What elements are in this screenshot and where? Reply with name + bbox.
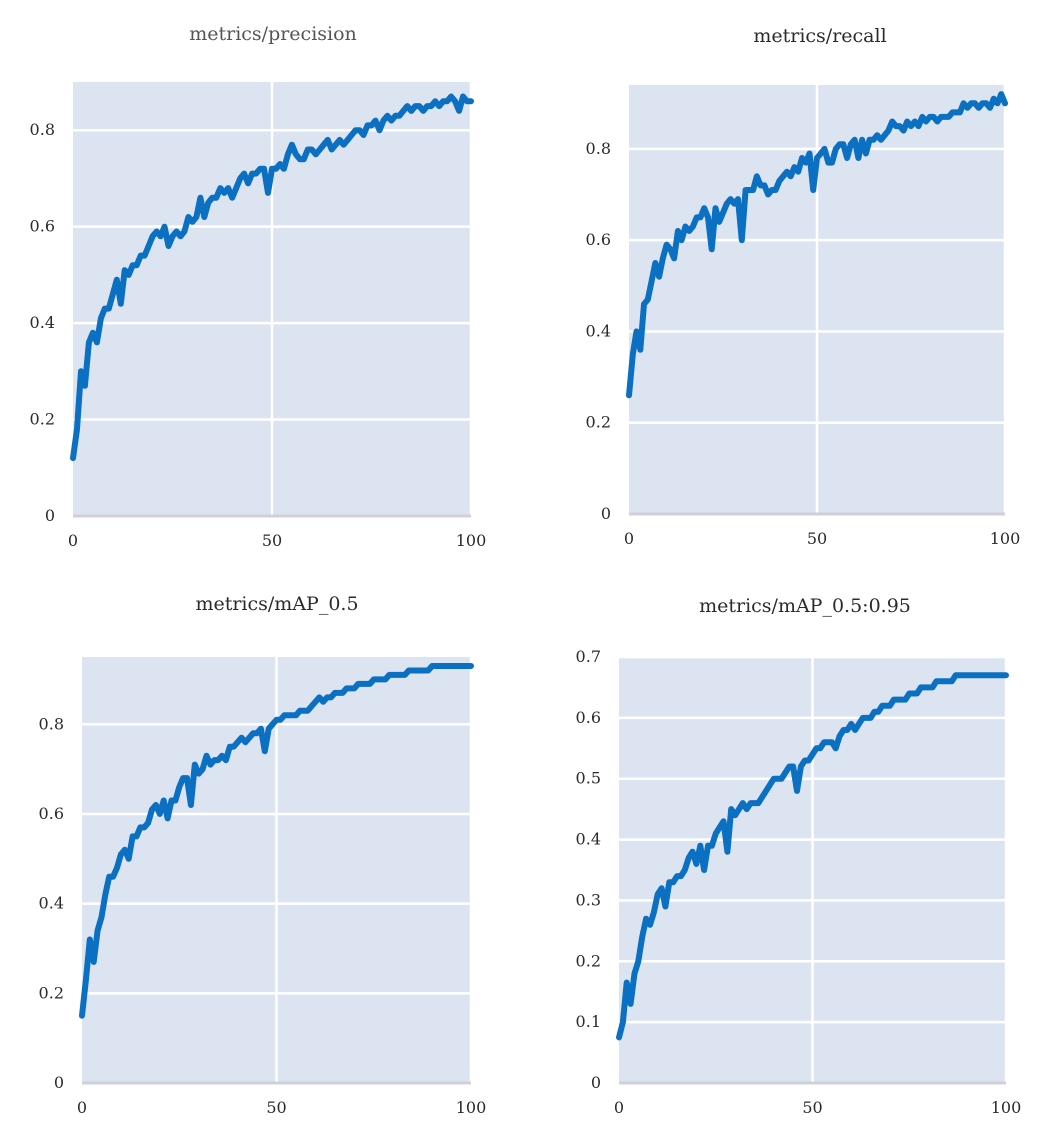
y-tick-label: 0.1 xyxy=(576,1012,601,1031)
series-line xyxy=(79,663,474,1019)
y-tick-label: 0.6 xyxy=(586,230,611,249)
x-tick-label: 50 xyxy=(266,1098,286,1117)
y-tick-label: 0.2 xyxy=(30,410,55,429)
y-tick-label: 0.4 xyxy=(586,321,611,340)
x-tick-label: 100 xyxy=(456,531,487,550)
y-tick-label: 0.2 xyxy=(39,983,64,1002)
chart-title: metrics/mAP_0.5 xyxy=(195,593,358,615)
y-tick-label: 0.8 xyxy=(39,714,64,733)
y-tick-label: 0.8 xyxy=(30,120,55,139)
chart-title: metrics/mAP_0.5:0.95 xyxy=(699,595,911,617)
x-tick-label: 50 xyxy=(262,531,282,550)
y-tick-label: 0.4 xyxy=(30,313,55,332)
chart-recall: 0 0.2 0.4 0.6 0.8 0 50 100 metrics/recall xyxy=(586,25,1021,548)
chart-title: metrics/recall xyxy=(753,25,886,47)
chart-title: metrics/precision xyxy=(189,23,357,45)
x-tick-label: 50 xyxy=(807,529,827,548)
chart-precision: 0 0.2 0.4 0.6 0.8 0 50 100 metrics/precision xyxy=(30,23,487,550)
y-tick-label: 0 xyxy=(45,506,55,525)
chart-panel-recall: 0 0.2 0.4 0.6 0.8 0 50 100 metrics/recall xyxy=(523,0,1046,567)
x-tick-label: 100 xyxy=(991,1098,1022,1117)
y-tick-label: 0.2 xyxy=(586,413,611,432)
x-tick-label: 50 xyxy=(802,1098,822,1117)
y-tick-label: 0.7 xyxy=(576,647,601,666)
series-line xyxy=(626,91,1008,399)
y-tick-label: 0.4 xyxy=(39,894,64,913)
chart-panel-map50-95: 0 0.1 0.2 0.3 0.4 0.5 0.6 0.7 0 50 100 metrics/mAP_… xyxy=(523,567,1046,1134)
x-tick-label: 0 xyxy=(68,531,78,550)
x-tick-label: 0 xyxy=(614,1098,624,1117)
y-tick-label: 0.6 xyxy=(39,804,64,823)
y-tick-label: 0 xyxy=(591,1073,601,1092)
y-tick-label: 0.8 xyxy=(586,139,611,158)
y-tick-label: 0 xyxy=(601,504,611,523)
y-tick-label: 0.5 xyxy=(576,769,601,788)
y-tick-label: 0.6 xyxy=(576,708,601,727)
y-tick-label: 0.3 xyxy=(576,890,601,909)
x-tick-label: 100 xyxy=(990,529,1021,548)
x-tick-label: 100 xyxy=(456,1098,487,1117)
chart-panel-map50: 0 0.2 0.4 0.6 0.8 0 50 100 metrics/mAP_0.5 xyxy=(0,567,523,1134)
chart-map50-95: 0 0.1 0.2 0.3 0.4 0.5 0.6 0.7 0 50 100 metrics/mAP_… xyxy=(576,595,1022,1117)
series-line xyxy=(70,93,474,462)
y-tick-label: 0 xyxy=(54,1073,64,1092)
chart-panel-precision: 0 0.2 0.4 0.6 0.8 0 50 100 metrics/precision xyxy=(0,0,523,567)
x-tick-label: 0 xyxy=(77,1098,87,1117)
chart-map50: 0 0.2 0.4 0.6 0.8 0 50 100 metrics/mAP_0.5 xyxy=(39,593,487,1117)
series-line xyxy=(616,672,1009,1041)
y-tick-label: 0.6 xyxy=(30,217,55,236)
y-tick-label: 0.2 xyxy=(576,951,601,970)
y-tick-label: 0.4 xyxy=(576,830,601,849)
x-tick-label: 0 xyxy=(624,529,634,548)
